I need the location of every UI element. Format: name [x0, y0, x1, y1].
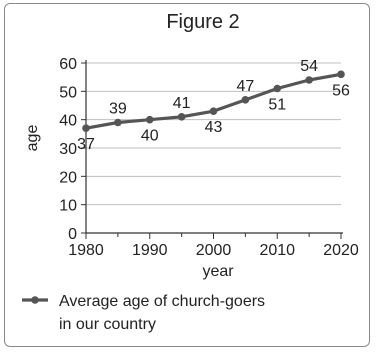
data-point: [337, 70, 345, 79]
x-tick-label: 1980: [68, 242, 104, 259]
y-tick-label: 60: [59, 56, 77, 73]
data-label: 39: [109, 101, 127, 118]
y-tick-label: 30: [59, 141, 77, 158]
gridlines: [86, 62, 341, 206]
x-tick-labels: 1980 1990 2000 2010 2020: [68, 242, 359, 259]
y-tick-label: 10: [59, 198, 77, 215]
data-series: 37 39 40 41 43 47 51 54 56: [77, 58, 350, 153]
y-tick-label: 0: [68, 226, 77, 243]
data-point: [82, 124, 90, 132]
data-point: [305, 76, 313, 84]
y-tick-label: 40: [59, 113, 77, 130]
data-point: [177, 113, 186, 121]
data-point: [209, 107, 218, 115]
legend-label: Average age of church-goers: [59, 293, 265, 310]
data-label: 43: [205, 119, 223, 136]
data-label: 54: [300, 58, 318, 75]
y-tick-label: 20: [59, 169, 77, 186]
data-label: 37: [77, 136, 95, 153]
y-axis-label: age: [24, 125, 41, 152]
data-label: 40: [141, 128, 159, 145]
data-point: [241, 96, 250, 104]
x-tick-label: 2010: [259, 242, 295, 259]
x-tick-label: 1990: [132, 242, 168, 259]
figure-frame: [4, 3, 370, 347]
data-label: 56: [332, 82, 350, 99]
data-point: [114, 118, 122, 127]
data-point: [273, 84, 282, 93]
data-label: 51: [268, 97, 286, 114]
x-tick-label: 2000: [196, 242, 232, 259]
data-label: 41: [173, 95, 191, 112]
legend-marker: [31, 296, 39, 304]
data-label: 47: [236, 78, 254, 95]
axes: [81, 60, 343, 239]
legend: Average age of church-goers in our countr…: [22, 293, 265, 333]
x-tick-label: 2020: [323, 242, 359, 259]
x-axis-label: year: [202, 263, 234, 280]
y-tick-label: 50: [59, 84, 77, 101]
data-point: [145, 115, 154, 124]
chart-title: Figure 2: [166, 11, 239, 33]
legend-label: in our country: [59, 316, 156, 333]
y-tick-labels: 0 10 20 30 40 50 60: [59, 56, 77, 243]
